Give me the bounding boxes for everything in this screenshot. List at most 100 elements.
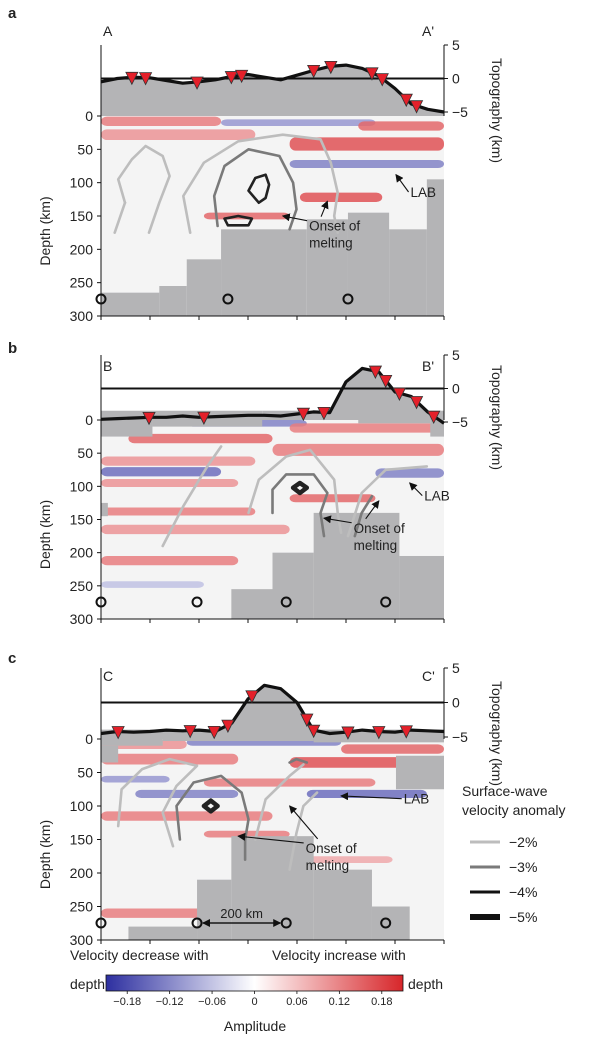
colorbar-tick-label: 0 xyxy=(251,996,257,1008)
station-marker xyxy=(207,725,221,740)
contour-line xyxy=(223,214,254,227)
topo-tick-label: 0 xyxy=(452,695,460,711)
topography-line xyxy=(100,63,445,114)
depth-tick-label: 100 xyxy=(70,798,94,814)
lab-arrow xyxy=(340,792,402,801)
anomaly-band xyxy=(101,467,222,477)
contour-line xyxy=(288,791,319,871)
anomaly-band xyxy=(289,160,444,168)
topo-tick-label: −5 xyxy=(452,729,468,745)
colorbar-right-label-line1: Velocity increase with xyxy=(272,947,406,963)
station-marker xyxy=(224,71,238,85)
lab-arrow xyxy=(395,173,410,193)
onset-arrow xyxy=(281,213,308,222)
anomaly-band xyxy=(101,908,204,918)
station-marker xyxy=(365,67,379,81)
panel-letter: a xyxy=(8,5,17,22)
contour-line xyxy=(271,473,329,538)
station-marker xyxy=(296,407,311,422)
unresolved-block xyxy=(197,879,232,940)
station-marker xyxy=(190,76,204,90)
unresolved-block xyxy=(128,926,198,940)
station-marker xyxy=(368,365,383,379)
unresolved-block xyxy=(389,229,427,316)
anomaly-band xyxy=(299,192,383,202)
station-marker xyxy=(379,374,393,389)
depth-tick-label: 150 xyxy=(70,512,94,528)
station-marker xyxy=(427,410,441,425)
onset-label-line2: melting xyxy=(306,858,350,873)
onset-label-line1: Onset of xyxy=(354,521,405,536)
depth-tick-label: 200 xyxy=(70,545,94,561)
contour-line xyxy=(353,495,374,538)
onset-arrow xyxy=(289,805,319,840)
contour-line xyxy=(161,445,223,548)
scale-bar-label: 200 km xyxy=(220,906,263,921)
anomaly-band xyxy=(101,456,256,466)
anomaly-band xyxy=(101,116,222,126)
depth-tick-label: 200 xyxy=(70,865,94,881)
topo-tick-label: 0 xyxy=(452,381,460,397)
profile-end-label: C' xyxy=(422,668,435,684)
contour-line xyxy=(116,757,199,848)
onset-arrow xyxy=(237,832,304,844)
station-marker xyxy=(111,726,125,740)
depth-tick-label: 50 xyxy=(77,141,93,157)
lab-label: LAB xyxy=(404,792,430,807)
legend-label: −3% xyxy=(509,859,537,875)
colorbar-tick-label: −0.18 xyxy=(113,996,141,1008)
station-marker xyxy=(234,69,249,84)
anomaly-band xyxy=(101,581,204,588)
circle-marker xyxy=(280,917,292,929)
topography-line xyxy=(100,683,445,736)
unresolved-block xyxy=(101,292,160,316)
unresolved-block xyxy=(347,212,390,316)
colorbar-tick-label: −0.12 xyxy=(156,996,184,1008)
topo-tick-label: −5 xyxy=(452,414,468,430)
depth-tick-label: 50 xyxy=(77,445,93,461)
depth-tick-label: 250 xyxy=(70,578,94,594)
contour-line xyxy=(113,201,127,234)
station-marker xyxy=(245,690,259,704)
colorbar-tick-label: 0.12 xyxy=(329,996,350,1008)
station-marker xyxy=(341,726,355,740)
station-marker xyxy=(324,60,338,75)
lab-arrow xyxy=(408,482,423,496)
depth-tick-label: 50 xyxy=(77,765,93,781)
unresolved-block xyxy=(101,745,119,763)
circle-marker xyxy=(342,293,354,305)
contour-line xyxy=(182,133,339,234)
circle-marker xyxy=(191,596,203,608)
contour-line xyxy=(346,465,429,538)
station-marker xyxy=(125,71,139,86)
anomaly-band xyxy=(101,507,256,516)
station-marker xyxy=(375,73,389,87)
circle-marker xyxy=(280,596,292,608)
contour-line xyxy=(247,173,271,204)
unresolved-block xyxy=(426,179,444,316)
station-marker xyxy=(317,406,331,421)
contour-line xyxy=(290,480,310,496)
legend-title-line2: velocity anomaly xyxy=(462,802,566,818)
contour-line xyxy=(201,798,220,814)
panel-letter: c xyxy=(8,650,16,667)
station-marker xyxy=(372,726,386,740)
contour-line xyxy=(175,774,250,861)
station-marker xyxy=(409,100,424,114)
unresolved-block xyxy=(159,286,187,316)
colorbar-xlabel: Amplitude xyxy=(224,1018,286,1034)
anomaly-band xyxy=(289,757,427,768)
circle-marker xyxy=(380,917,392,929)
anomaly-band xyxy=(101,555,239,566)
unresolved-block xyxy=(101,502,108,517)
unresolved-block xyxy=(101,410,153,437)
station-marker xyxy=(142,411,156,426)
unresolved-block xyxy=(306,219,348,316)
profile-start-label: C xyxy=(103,668,113,684)
anomaly-band xyxy=(289,494,376,503)
circle-marker xyxy=(222,293,234,305)
anomaly-band xyxy=(306,856,393,863)
depth-tick-label: 150 xyxy=(70,832,94,848)
